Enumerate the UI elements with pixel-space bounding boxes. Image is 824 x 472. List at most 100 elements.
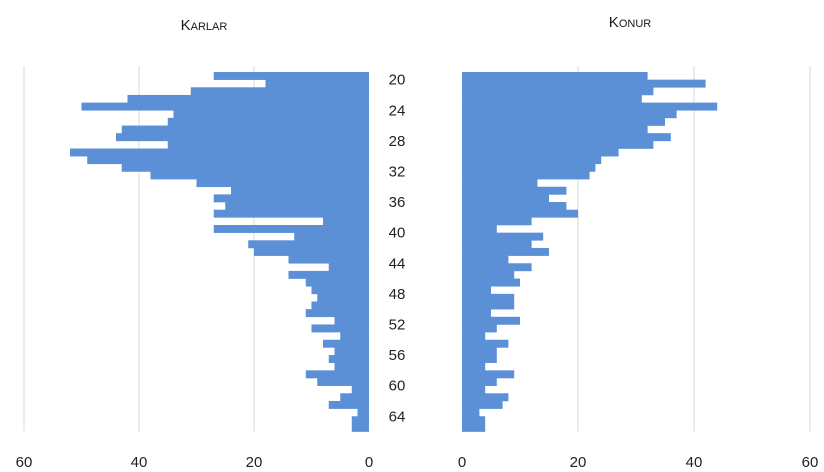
left-x-axis-tick-labels: 60 40 20 0 xyxy=(16,454,374,471)
bar-karlar-age-39 xyxy=(323,217,369,226)
title-initial: K xyxy=(609,14,619,31)
bar-karlar-age-48 xyxy=(311,286,369,295)
age-label: 24 xyxy=(389,102,406,119)
bar-konur-age-35 xyxy=(462,186,567,195)
bar-karlar-age-24 xyxy=(81,102,369,111)
bar-konur-age-66 xyxy=(462,423,486,432)
karlar-title: KARLAR xyxy=(181,17,228,34)
age-label: 20 xyxy=(389,72,406,89)
bar-konur-age-21 xyxy=(462,79,706,88)
bar-konur-age-24 xyxy=(462,102,718,111)
bar-karlar-age-56 xyxy=(334,347,369,356)
bar-karlar-age-43 xyxy=(254,247,369,256)
age-label: 60 xyxy=(389,378,406,395)
bar-konur-age-25 xyxy=(462,110,677,119)
bar-karlar-age-37 xyxy=(225,202,369,210)
bar-karlar-age-64 xyxy=(357,408,369,417)
bar-konur-age-61 xyxy=(462,385,486,394)
tick-label: 0 xyxy=(458,454,466,471)
age-label: 44 xyxy=(389,255,406,272)
bar-karlar-age-62 xyxy=(340,393,369,402)
title-initial: K xyxy=(181,17,191,34)
age-label: 40 xyxy=(389,225,406,242)
bar-konur-age-60 xyxy=(462,378,497,386)
bar-konur-age-55 xyxy=(462,339,509,348)
bar-konur-age-64 xyxy=(462,408,480,417)
bar-konur-age-62 xyxy=(462,393,509,402)
bar-karlar-age-66 xyxy=(351,423,369,432)
bar-konur-age-20 xyxy=(462,72,648,80)
age-label: 52 xyxy=(389,316,406,333)
bar-konur-age-63 xyxy=(462,400,503,409)
tick-label: 20 xyxy=(570,454,587,471)
bar-konur-age-32 xyxy=(462,163,596,172)
bar-karlar-age-54 xyxy=(340,332,369,341)
bar-konur-age-22 xyxy=(462,87,654,96)
bar-konur-age-53 xyxy=(462,324,497,333)
bar-karlar-age-22 xyxy=(190,87,369,96)
right-x-axis-tick-labels: 0 20 40 60 xyxy=(458,454,819,471)
konur-title: KONUR xyxy=(609,14,651,31)
bar-konur-age-44 xyxy=(462,255,509,264)
bar-karlar-age-21 xyxy=(265,79,369,88)
bar-karlar-age-44 xyxy=(288,255,369,264)
bar-konur-age-37 xyxy=(462,202,567,210)
bar-konur-age-49 xyxy=(462,293,515,302)
bar-karlar-age-58 xyxy=(334,362,369,371)
bar-konur-age-43 xyxy=(462,247,549,256)
bar-konur-age-56 xyxy=(462,347,497,356)
bar-konur-age-30 xyxy=(462,148,619,157)
bar-konur-age-29 xyxy=(462,140,654,149)
bar-konur-age-36 xyxy=(462,194,549,203)
age-axis-labels: 20 24 28 32 36 40 44 48 52 56 60 64 xyxy=(389,72,406,426)
bar-konur-age-38 xyxy=(462,209,578,218)
bar-karlar-age-46 xyxy=(288,270,369,279)
bar-karlar-age-50 xyxy=(311,301,369,310)
tick-label: 40 xyxy=(131,454,148,471)
bar-konur-age-57 xyxy=(462,355,497,363)
bar-konur-age-26 xyxy=(462,117,665,126)
bar-konur-age-42 xyxy=(462,240,532,249)
karlar-bars xyxy=(70,72,369,432)
bar-konur-age-58 xyxy=(462,362,486,371)
bar-konur-age-59 xyxy=(462,370,515,379)
bar-karlar-age-53 xyxy=(311,324,369,333)
bar-karlar-age-55 xyxy=(323,339,369,348)
bar-konur-age-47 xyxy=(462,278,520,287)
bar-konur-age-45 xyxy=(462,263,532,272)
bar-konur-age-27 xyxy=(462,125,648,134)
bar-konur-age-52 xyxy=(462,316,520,325)
tick-label: 20 xyxy=(246,454,263,471)
bar-karlar-age-33 xyxy=(150,171,369,180)
age-label: 64 xyxy=(389,408,406,425)
konur-bars xyxy=(462,72,718,432)
bar-karlar-age-31 xyxy=(87,156,369,165)
bar-konur-age-40 xyxy=(462,225,497,233)
bar-karlar-age-38 xyxy=(213,209,369,218)
tick-label: 0 xyxy=(365,454,373,471)
bar-konur-age-54 xyxy=(462,332,486,341)
bar-karlar-age-28 xyxy=(116,133,369,142)
age-label: 36 xyxy=(389,194,406,211)
bar-karlar-age-26 xyxy=(167,117,369,126)
bar-karlar-age-32 xyxy=(121,163,369,172)
bar-karlar-age-51 xyxy=(305,309,369,318)
bar-konur-age-31 xyxy=(462,156,602,165)
age-label: 56 xyxy=(389,347,406,364)
bar-karlar-age-23 xyxy=(127,94,369,103)
bar-konur-age-51 xyxy=(462,309,491,318)
bar-konur-age-34 xyxy=(462,179,538,188)
bar-konur-age-50 xyxy=(462,301,515,310)
bar-karlar-age-25 xyxy=(173,110,369,119)
tick-label: 40 xyxy=(686,454,703,471)
bar-karlar-age-27 xyxy=(121,125,369,134)
title-rest: ARLAR xyxy=(191,21,228,33)
age-label: 28 xyxy=(389,133,406,150)
bar-konur-age-39 xyxy=(462,217,532,226)
bar-karlar-age-65 xyxy=(351,416,369,425)
tick-label: 60 xyxy=(16,454,33,471)
bar-karlar-age-40 xyxy=(213,225,369,233)
bar-konur-age-33 xyxy=(462,171,590,180)
bar-karlar-age-35 xyxy=(231,186,369,195)
bar-karlar-age-63 xyxy=(328,400,369,409)
